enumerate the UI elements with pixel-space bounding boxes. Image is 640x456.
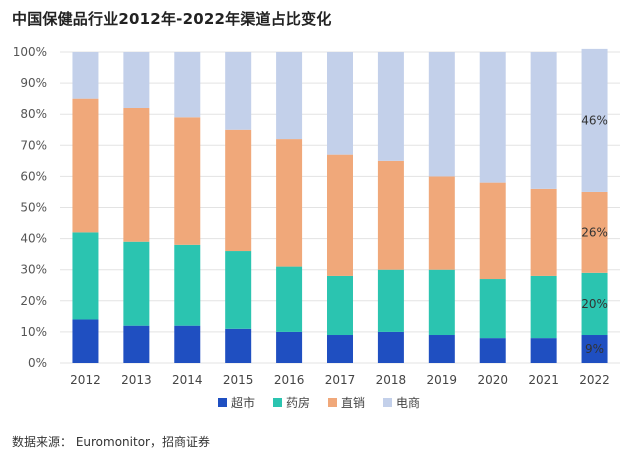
x-axis: 2012 2013 2014 2015 2016 2017 2018 2019 2020 2021… <box>70 373 610 387</box>
bar-segment-药房-2012 <box>72 232 99 320</box>
bar-segment-药房-2015 <box>225 251 252 329</box>
x-tick-label: 2012 <box>70 373 101 387</box>
bar-segment-电商-2012 <box>72 52 99 99</box>
x-tick-label: 2014 <box>172 373 203 387</box>
legend-label: 超市 <box>231 395 255 410</box>
bar-segment-超市-2019 <box>428 335 455 363</box>
bar-segment-电商-2016 <box>276 52 303 140</box>
bar-segment-电商-2015 <box>225 52 252 130</box>
bar-segment-药房-2022 <box>581 272 608 336</box>
x-tick-label: 2019 <box>427 373 458 387</box>
bar-segment-药房-2017 <box>327 275 353 336</box>
bar-segment-电商-2021 <box>530 52 557 189</box>
bar-segment-电商-2019 <box>428 52 455 177</box>
bar-segment-电商-2014 <box>174 52 201 118</box>
x-tick-label: 2022 <box>579 373 610 387</box>
legend-label: 药房 <box>286 395 310 410</box>
x-tick-label: 2015 <box>223 373 254 387</box>
bar-segment-药房-2016 <box>276 266 303 332</box>
bar-segment-超市-2021 <box>530 338 557 363</box>
y-tick-label: 100% <box>13 45 47 59</box>
x-tick-label: 2016 <box>274 373 305 387</box>
y-tick-label: 50% <box>20 201 47 215</box>
bar-segment-直销-2017 <box>327 154 353 276</box>
bar-segment-直销-2021 <box>530 188 557 276</box>
bar-segment-药房-2013 <box>123 241 150 326</box>
bar-segment-超市-2012 <box>72 319 99 363</box>
legend: 超市 药房 直销 电商 <box>218 395 420 410</box>
bar-segment-超市-2016 <box>276 331 303 363</box>
bar-segment-直销-2018 <box>377 160 404 270</box>
bar-segment-直销-2019 <box>428 176 455 270</box>
bars <box>72 48 608 363</box>
bar-segment-药房-2018 <box>377 269 404 332</box>
bar-segment-超市-2014 <box>174 325 201 363</box>
data-label: 46% <box>581 113 608 127</box>
y-tick-label: 40% <box>20 232 47 246</box>
bar-segment-直销-2012 <box>72 98 99 233</box>
y-tick-label: 10% <box>20 325 47 339</box>
stacked-bar-chart: 0%10%20%30%40%50%60%70%80%90%100% 2012 20… <box>13 45 620 410</box>
bar-segment-超市-2022 <box>581 335 608 363</box>
y-tick-label: 60% <box>20 169 47 183</box>
y-tick-label: 30% <box>20 263 47 277</box>
bar-segment-电商-2017 <box>327 52 353 155</box>
bar-segment-药房-2020 <box>479 279 506 339</box>
bar-segment-超市-2015 <box>225 328 252 363</box>
legend-label: 直销 <box>341 396 365 410</box>
legend-swatch-电商 <box>383 398 392 407</box>
y-tick-label: 90% <box>20 76 47 90</box>
bar-segment-药房-2019 <box>428 269 455 336</box>
bar-segment-超市-2013 <box>123 325 150 363</box>
data-label: 26% <box>581 225 608 239</box>
data-label: 9% <box>585 342 604 356</box>
bar-segment-直销-2016 <box>276 139 303 267</box>
chart-title: 中国保健品行业2012年-2022年渠道占比变化 <box>12 10 332 28</box>
data-labels: 9% 20% 26% 46% <box>581 113 608 356</box>
data-label: 20% <box>581 297 608 311</box>
y-tick-label: 0% <box>28 356 47 370</box>
bar-segment-电商-2022 <box>581 48 608 192</box>
bar-segment-超市-2018 <box>377 331 404 363</box>
legend-swatch-药房 <box>273 398 282 407</box>
x-tick-label: 2017 <box>325 373 356 387</box>
bar-segment-电商-2018 <box>377 52 404 161</box>
legend-swatch-超市 <box>218 398 227 407</box>
bar-segment-直销-2015 <box>225 129 252 252</box>
legend-swatch-直销 <box>328 398 337 407</box>
bar-segment-直销-2013 <box>123 107 150 242</box>
x-tick-label: 2020 <box>477 373 508 387</box>
x-tick-label: 2018 <box>376 373 407 387</box>
x-tick-label: 2021 <box>528 373 559 387</box>
y-tick-label: 70% <box>20 138 47 152</box>
bar-segment-电商-2013 <box>123 52 150 108</box>
bar-segment-药房-2014 <box>174 244 201 326</box>
y-axis: 0% 10% 20% 30% 40% 50% 60% 70% 80% 90% 100% <box>13 45 47 370</box>
bar-segment-超市-2020 <box>479 338 506 363</box>
bar-segment-电商-2020 <box>479 52 506 183</box>
bar-segment-药房-2021 <box>530 275 557 339</box>
bar-segment-直销-2020 <box>479 182 506 280</box>
y-tick-label: 20% <box>20 294 47 308</box>
bar-segment-直销-2014 <box>174 117 201 245</box>
x-tick-label: 2013 <box>121 373 152 387</box>
legend-label: 电商 <box>396 395 420 410</box>
bar-segment-直销-2022 <box>581 191 608 273</box>
bar-segment-超市-2017 <box>327 335 353 363</box>
source-note: 数据来源： Euromonitor，招商证券 <box>12 435 210 449</box>
y-tick-label: 80% <box>20 107 47 121</box>
